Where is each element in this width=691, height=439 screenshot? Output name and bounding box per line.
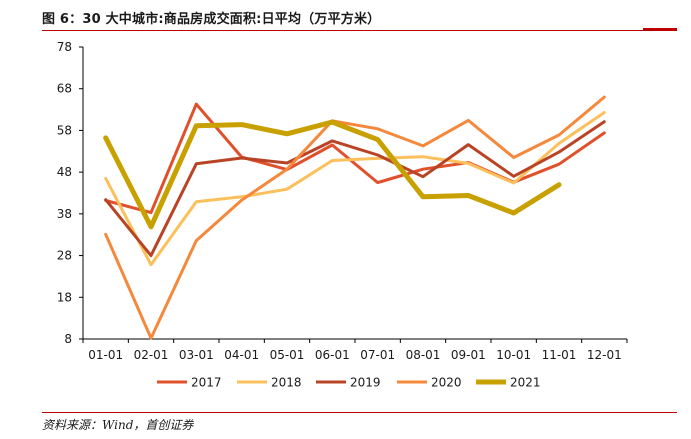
x-tick-label: 09-01: [451, 348, 486, 362]
x-tick-label: 04-01: [224, 348, 259, 362]
legend-item-2017: 2017: [157, 376, 222, 390]
series-line-2020: [104, 95, 606, 340]
legend-item-2019: 2019: [316, 376, 381, 390]
legend-item-2021: 2021: [476, 376, 541, 390]
x-tick-label: 02-01: [134, 348, 169, 362]
y-tick-label: 28: [57, 249, 72, 263]
y-tick-label: 78: [57, 40, 72, 54]
y-tick-label: 48: [57, 165, 72, 179]
footer-rule: [42, 412, 677, 413]
y-tick-label: 8: [64, 332, 72, 346]
header-rule: [42, 30, 677, 31]
series-line-2017: [104, 102, 606, 215]
source-note: 资料来源：Wind，首创证券: [42, 418, 194, 432]
y-tick-label: 18: [57, 290, 72, 304]
x-tick-label: 06-01: [315, 348, 350, 362]
x-tick-label: 07-01: [360, 348, 395, 362]
x-tick-label: 12-01: [587, 348, 622, 362]
legend-label: 2017: [191, 376, 222, 390]
series-line-2021: [103, 119, 562, 230]
x-tick-label: 01-01: [88, 348, 123, 362]
x-tick-label: 11-01: [542, 348, 577, 362]
legend-label: 2020: [431, 376, 462, 390]
x-tick-label: 03-01: [179, 348, 214, 362]
header-rule-accent: [643, 28, 677, 31]
legend-label: 2021: [510, 376, 541, 390]
line-chart: 8 18 28 38 48 58 68 78 01-01 02-01 03-01 04-01 05-01…: [57, 40, 628, 390]
series-line-2018: [104, 111, 606, 267]
y-tick-label: 68: [57, 82, 72, 96]
x-tick-label: 10-01: [496, 348, 531, 362]
figure-header: 图 6：30 大中城市:商品房成交面积:日平均（万平方米）: [42, 6, 677, 30]
figure-title: 图 6：30 大中城市:商品房成交面积:日平均（万平方米）: [42, 12, 381, 27]
series-line-2019: [104, 120, 606, 258]
legend-label: 2019: [350, 376, 381, 390]
y-tick-label: 58: [57, 123, 72, 137]
x-tick-label: 05-01: [270, 348, 305, 362]
legend-label: 2018: [271, 376, 302, 390]
legend-item-2020: 2020: [397, 376, 462, 390]
x-tick-label: 08-01: [406, 348, 441, 362]
chart-container: 8 18 28 38 48 58 68 78 01-01 02-01 03-01 04-01 05-01…: [0, 34, 691, 404]
legend-item-2018: 2018: [237, 376, 302, 390]
y-tick-label: 38: [57, 207, 72, 221]
